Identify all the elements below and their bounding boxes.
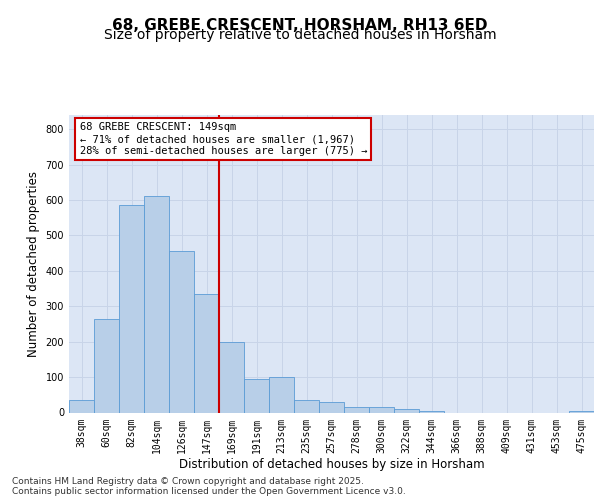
Text: 68, GREBE CRESCENT, HORSHAM, RH13 6ED: 68, GREBE CRESCENT, HORSHAM, RH13 6ED	[112, 18, 488, 32]
Text: 68 GREBE CRESCENT: 149sqm
← 71% of detached houses are smaller (1,967)
28% of se: 68 GREBE CRESCENT: 149sqm ← 71% of detac…	[79, 122, 367, 156]
Bar	[69, 400, 94, 412]
Y-axis label: Number of detached properties: Number of detached properties	[27, 171, 40, 357]
Bar	[369, 407, 394, 412]
Bar	[394, 409, 419, 412]
Bar	[269, 377, 294, 412]
Bar	[144, 196, 169, 412]
Bar	[419, 410, 444, 412]
Bar	[294, 400, 319, 412]
Bar	[94, 318, 119, 412]
Bar	[344, 407, 369, 412]
Text: Size of property relative to detached houses in Horsham: Size of property relative to detached ho…	[104, 28, 496, 42]
X-axis label: Distribution of detached houses by size in Horsham: Distribution of detached houses by size …	[179, 458, 484, 471]
Bar	[244, 379, 269, 412]
Bar	[569, 410, 594, 412]
Text: Contains public sector information licensed under the Open Government Licence v3: Contains public sector information licen…	[12, 486, 406, 496]
Text: Contains HM Land Registry data © Crown copyright and database right 2025.: Contains HM Land Registry data © Crown c…	[12, 476, 364, 486]
Bar	[169, 252, 194, 412]
Bar	[219, 342, 244, 412]
Bar	[194, 294, 219, 412]
Bar	[119, 206, 144, 412]
Bar	[319, 402, 344, 412]
